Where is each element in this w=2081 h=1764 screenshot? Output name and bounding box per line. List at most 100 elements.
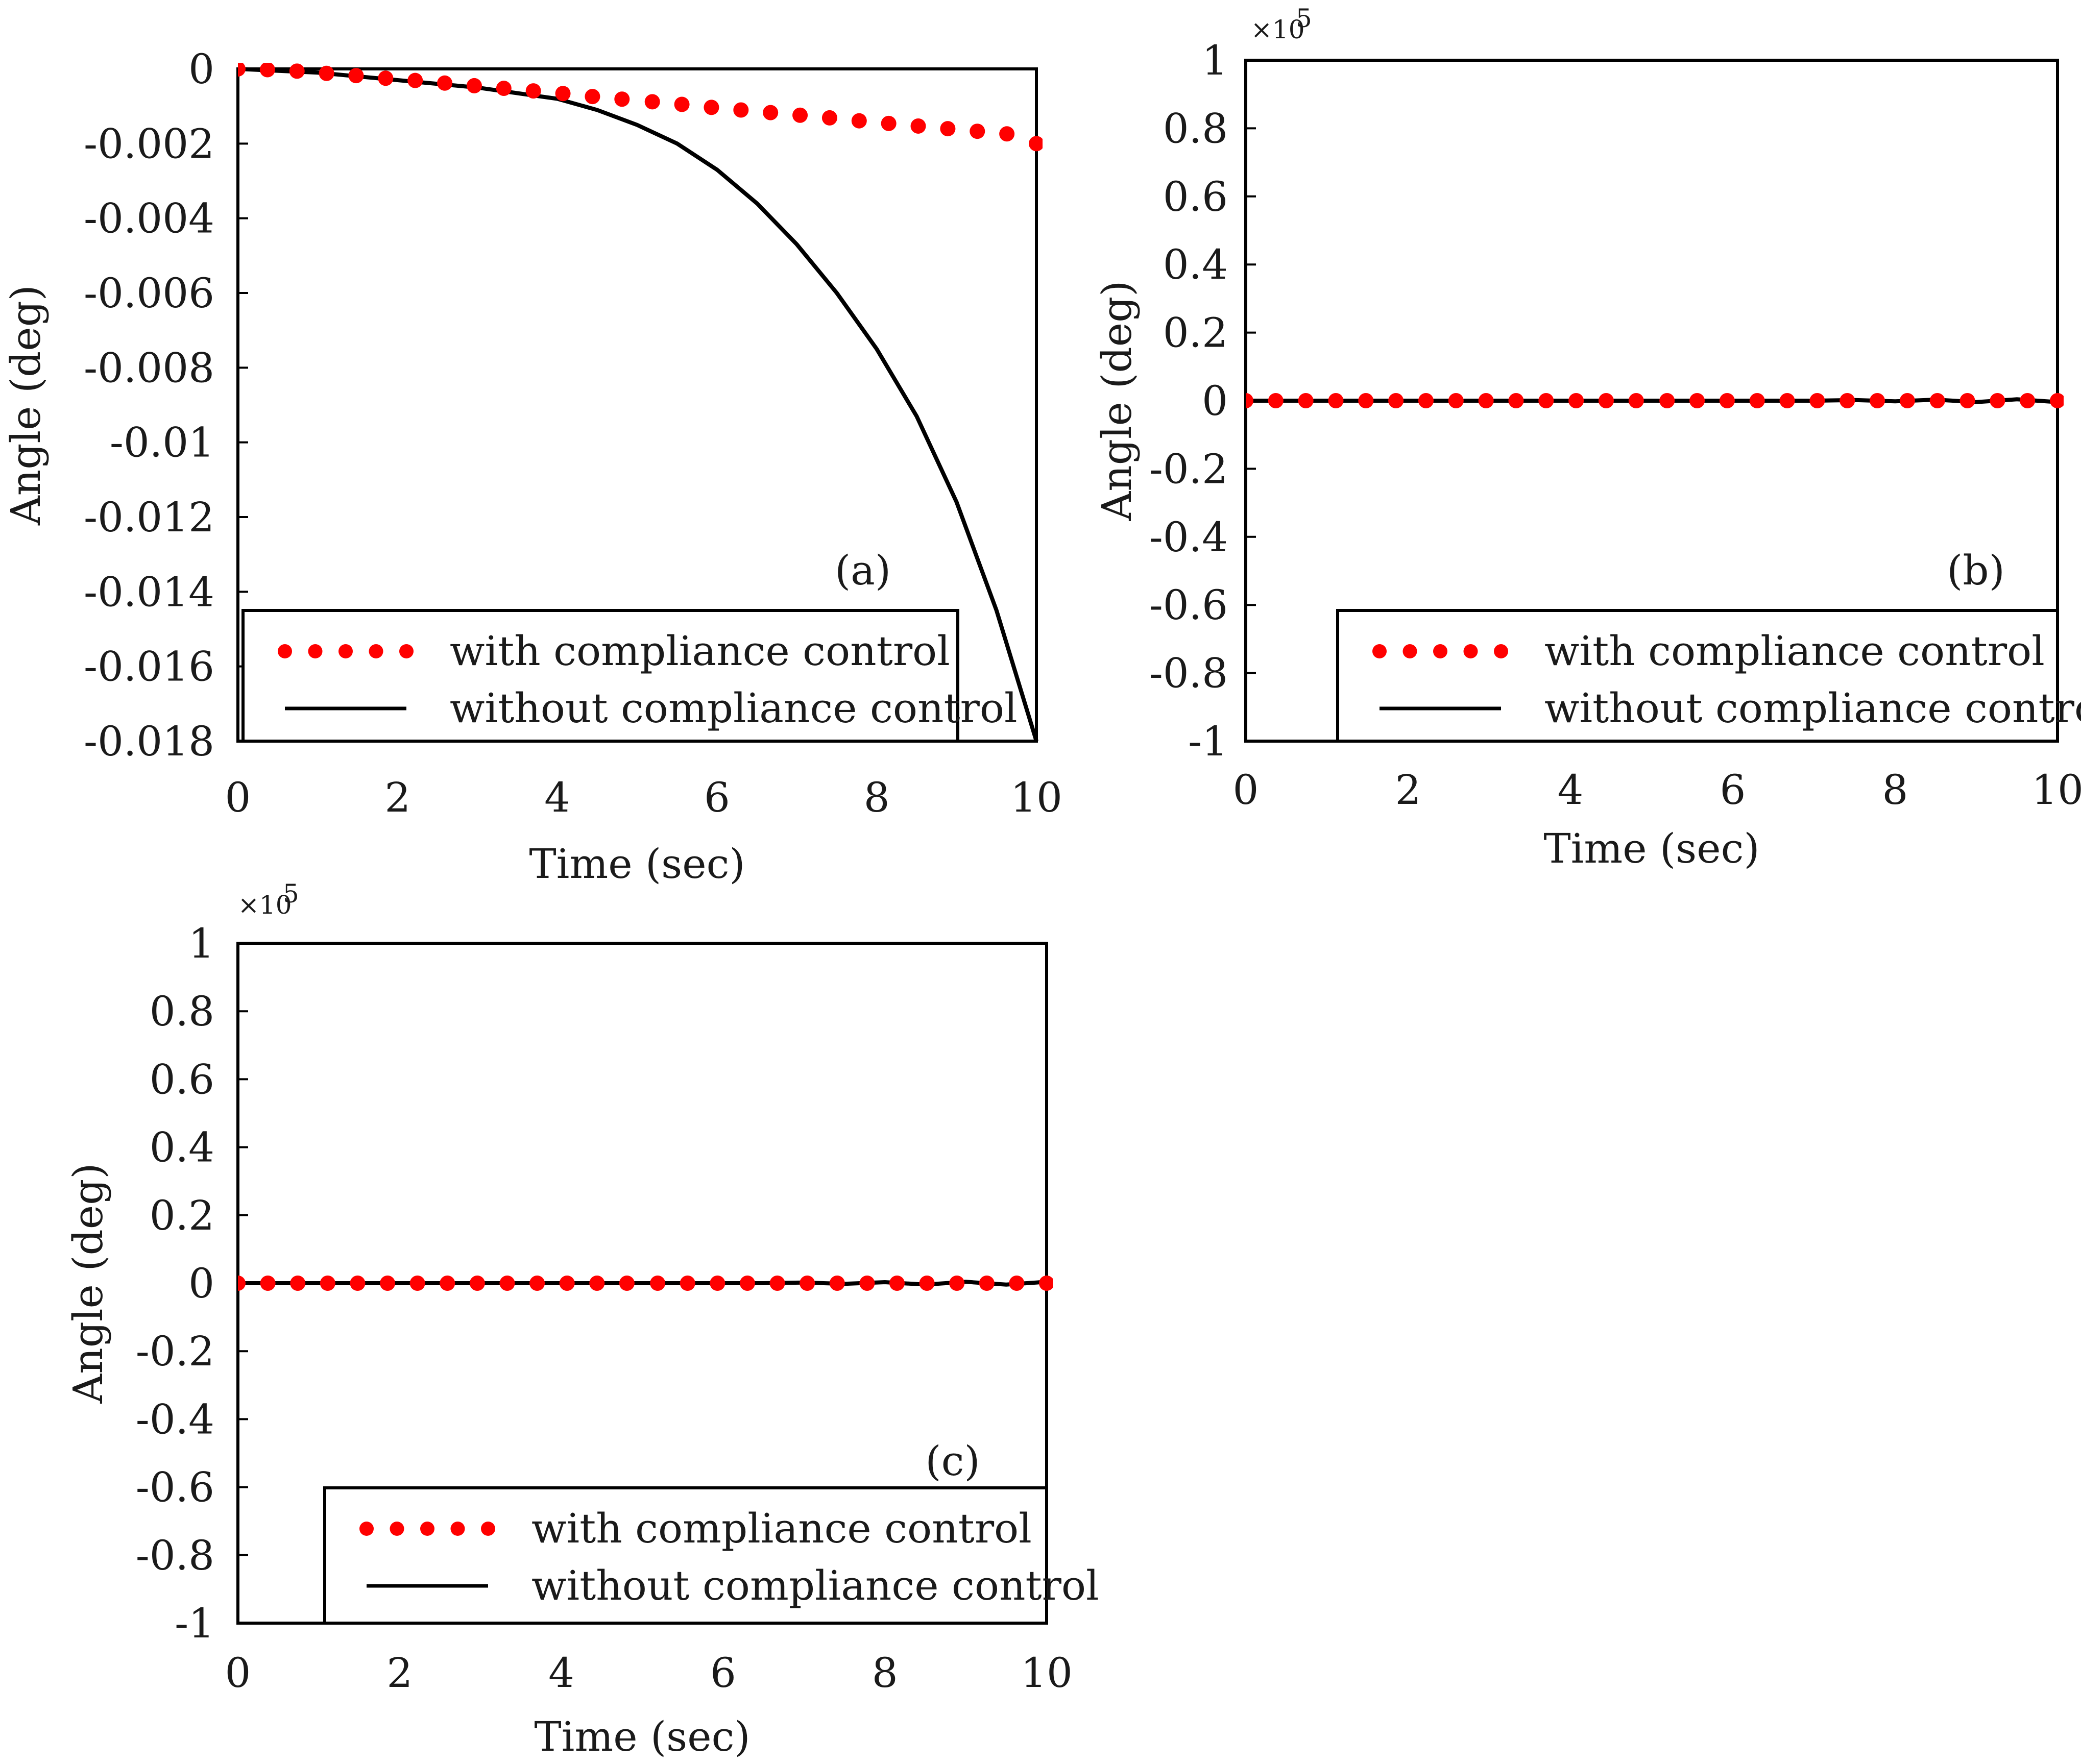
legend-marker-dot	[369, 644, 383, 658]
series-point-with-compliance	[378, 70, 394, 86]
series-point-with-compliance	[289, 63, 305, 79]
series-point-with-compliance	[644, 94, 660, 110]
x-tick-label: 4	[544, 774, 570, 821]
axis-multiplier: ×10	[238, 890, 292, 920]
y-tick-label: 1	[188, 920, 214, 967]
legend-label: without compliance control	[1544, 684, 2081, 732]
y-tick-label: 0.2	[150, 1192, 214, 1239]
axis-multiplier-power: 5	[1296, 4, 1312, 33]
series-point-with-compliance	[859, 1276, 875, 1291]
legend-label: without compliance control	[450, 684, 1018, 732]
legend-label: with compliance control	[1544, 627, 2045, 675]
legend-marker-dot	[481, 1522, 495, 1536]
y-tick-label: -0.012	[84, 494, 214, 541]
y-tick-label: 1	[1202, 37, 1228, 84]
x-tick-label: 8	[1882, 766, 1908, 814]
series-point-with-compliance	[529, 1276, 545, 1291]
series-point-with-compliance	[650, 1276, 666, 1291]
x-tick-label: 2	[1395, 766, 1421, 814]
y-tick-label: -0.8	[136, 1532, 214, 1579]
series-point-with-compliance	[1538, 393, 1554, 408]
x-tick-label: 0	[225, 1649, 251, 1697]
series-point-with-compliance	[674, 96, 690, 112]
series-point-with-compliance	[437, 75, 453, 91]
series-point-with-compliance	[1388, 393, 1404, 408]
series-point-with-compliance	[1268, 393, 1284, 408]
legend-marker-dot	[1463, 644, 1478, 658]
legend-marker-dot	[390, 1522, 404, 1536]
x-tick-label: 6	[704, 774, 730, 821]
series-point-with-compliance	[1870, 393, 1885, 408]
legend: with compliance control without complianc…	[323, 1486, 1099, 1625]
y-tick-label: -0.008	[84, 344, 214, 391]
series-point-with-compliance	[559, 1276, 575, 1291]
series-point-with-compliance	[1779, 393, 1795, 408]
series-point-with-compliance	[792, 107, 808, 123]
series-point-with-compliance	[1628, 393, 1644, 408]
series-point-with-compliance	[466, 78, 482, 93]
series-point-with-compliance	[829, 1276, 845, 1291]
series-group	[238, 63, 1043, 742]
series-point-with-compliance	[1809, 393, 1825, 408]
legend-marker-dot	[1402, 644, 1417, 658]
panel-label: (a)	[835, 547, 891, 594]
legend-marker-dot	[359, 1522, 374, 1536]
series-point-with-compliance	[1929, 393, 1945, 408]
series-point-with-compliance	[1418, 393, 1434, 408]
series-point-with-compliance	[999, 126, 1015, 142]
legend-marker-dot	[1372, 644, 1387, 658]
series-point-with-compliance	[821, 110, 837, 126]
x-tick-label: 0	[225, 774, 251, 821]
series-point-with-compliance	[319, 65, 334, 81]
series-point-with-compliance	[348, 68, 364, 84]
series-point-with-compliance	[1328, 393, 1344, 408]
legend-box	[1336, 609, 2059, 743]
legend-marker-dot	[420, 1522, 434, 1536]
series-point-with-compliance	[1840, 393, 1855, 408]
chart-panel-c: 0 2 4 6 8 10 1 0.8 0.6 0.4 0.2 0 -0.2 -0.4 -0.6 -0.8 -1 T…	[64, 879, 1099, 1760]
legend-marker-dot	[399, 644, 414, 658]
series-point-with-compliance	[940, 121, 956, 137]
y-tick-label: -0.8	[1149, 650, 1228, 697]
series-point-with-compliance	[680, 1276, 695, 1291]
y-tick-label: -1	[175, 1600, 214, 1647]
series-point-with-compliance	[949, 1276, 965, 1291]
legend: with compliance control without complianc…	[1336, 609, 2081, 743]
x-tick-label: 10	[2031, 766, 2081, 814]
y-tick-label: -1	[1188, 718, 1228, 765]
series-point-with-compliance	[1039, 1276, 1053, 1291]
axis-multiplier: ×10	[1251, 15, 1305, 44]
y-tick-label: -0.6	[1149, 581, 1228, 629]
series-point-with-compliance	[1598, 393, 1614, 408]
y-tick-label: -0.01	[110, 419, 214, 467]
legend-label: with compliance control	[450, 627, 950, 675]
x-tick-label: 10	[1010, 774, 1062, 821]
series-point-with-compliance	[710, 1276, 725, 1291]
series-point-with-compliance	[1568, 393, 1584, 408]
series-point-with-compliance	[979, 1276, 995, 1291]
series-point-with-compliance	[889, 1276, 905, 1291]
series-point-with-compliance	[238, 1276, 246, 1291]
series-point-with-compliance	[320, 1276, 335, 1291]
y-tick-label: 0.8	[1163, 105, 1228, 152]
y-tick-label: 0.2	[1163, 309, 1228, 357]
series-point-with-compliance	[800, 1276, 815, 1291]
series-point-with-compliance	[260, 1276, 276, 1291]
series-point-with-compliance	[910, 118, 926, 134]
x-tick-label: 6	[1720, 766, 1746, 814]
y-axis-label: Angle (deg)	[64, 1163, 112, 1404]
series-point-with-compliance	[585, 89, 600, 105]
series-point-with-compliance	[499, 1276, 515, 1291]
y-axis-label: Angle (deg)	[1093, 280, 1141, 521]
series-point-with-compliance	[1959, 393, 1975, 408]
series-point-with-compliance	[1358, 393, 1374, 408]
y-tick-label: -0.006	[84, 270, 214, 317]
x-axis-label: Time (sec)	[534, 1713, 750, 1760]
series-point-with-compliance	[1899, 393, 1915, 408]
y-axis-label: Angle (deg)	[2, 285, 50, 526]
x-tick-label: 4	[548, 1649, 574, 1697]
legend-marker-dot	[308, 644, 323, 658]
series-point-with-compliance	[2020, 393, 2036, 408]
series-point-with-compliance	[409, 1276, 425, 1291]
